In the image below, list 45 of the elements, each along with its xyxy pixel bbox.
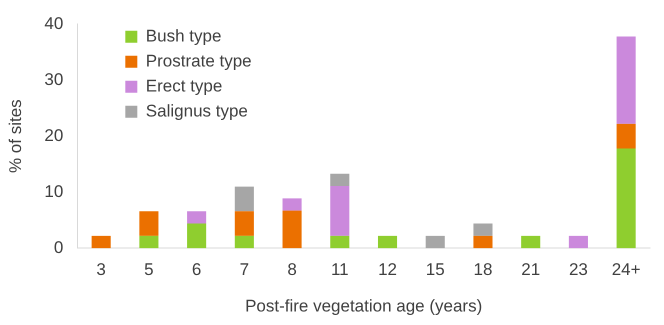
bar — [616, 148, 636, 248]
bar — [616, 36, 636, 124]
bar — [234, 236, 254, 248]
bar — [426, 236, 445, 248]
bar — [139, 211, 158, 236]
x-axis-title: Post-fire vegetation age (years) — [245, 296, 482, 316]
x-tick-label: 15 — [426, 260, 445, 280]
bar — [92, 236, 111, 248]
x-tick-label: 12 — [378, 260, 397, 280]
bar — [187, 211, 206, 224]
y-tick-label: 40 — [44, 14, 64, 33]
legend-label: Prostrate type — [146, 51, 252, 70]
y-tick-label: 20 — [44, 126, 64, 145]
x-tick-label: 5 — [144, 260, 154, 280]
bar — [330, 236, 350, 248]
legend-label: Erect type — [146, 76, 222, 96]
x-tick-label: 21 — [521, 260, 540, 280]
y-tick-label: 10 — [44, 182, 64, 201]
x-tick-label: 23 — [568, 260, 588, 280]
x-tick-label: 24+ — [612, 260, 641, 280]
bar — [568, 236, 588, 248]
bar — [234, 211, 254, 236]
bar — [616, 124, 636, 149]
bar — [473, 224, 493, 236]
bar — [139, 236, 158, 248]
x-tick-label: 8 — [287, 260, 297, 280]
legend-label: Bush type — [146, 26, 222, 46]
y-axis-title: % of sites — [6, 99, 25, 174]
bar — [330, 174, 350, 186]
bar — [521, 236, 540, 248]
bar — [378, 236, 398, 248]
bar — [282, 210, 302, 248]
bar — [282, 198, 302, 211]
x-tick-label: 7 — [240, 260, 250, 280]
bar — [473, 236, 493, 248]
y-tick-label: 30 — [44, 70, 64, 89]
y-tick-label: 0 — [54, 238, 64, 257]
x-tick-label: 18 — [474, 260, 492, 280]
legend-label: Salignus type — [146, 101, 248, 120]
x-tick-label: 3 — [96, 260, 106, 280]
x-tick-label: 6 — [192, 260, 202, 280]
bar — [187, 224, 206, 248]
bar — [234, 186, 254, 212]
x-tick-label: 11 — [330, 260, 349, 280]
bar — [330, 186, 350, 236]
